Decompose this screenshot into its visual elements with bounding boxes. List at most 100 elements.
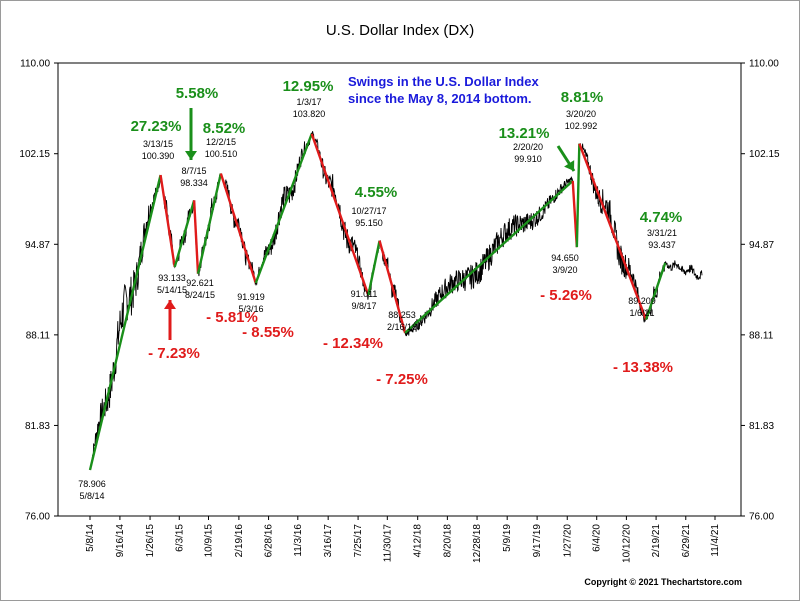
x-tick-label: 2/19/21 — [651, 524, 662, 558]
copyright: Copyright © 2021 Thechartstore.com — [584, 577, 742, 587]
x-tick-label: 7/25/17 — [353, 524, 364, 558]
swing-line-up — [88, 174, 162, 471]
x-tick-label: 8/20/18 — [442, 524, 453, 558]
x-tick-label: 11/4/21 — [710, 524, 721, 557]
x-tick-label: 4/12/18 — [413, 524, 424, 558]
pivot-label-line1: 91.919 — [237, 292, 265, 302]
pivot-label-line2: 103.820 — [293, 109, 326, 119]
x-tick-label: 1/27/20 — [562, 524, 573, 558]
x-tick-label: 10/9/15 — [204, 524, 215, 558]
pivot-label-line1: 3/20/20 — [566, 109, 596, 119]
x-tick-label: 1/26/15 — [145, 524, 156, 558]
swing-percent-down: - 7.25% — [376, 371, 428, 388]
swing-line-up — [367, 240, 381, 296]
y-tick-label-left: 94.87 — [25, 240, 50, 251]
y-tick-label-left: 76.00 — [25, 512, 50, 523]
x-tick-label: 6/3/15 — [174, 524, 185, 552]
swing-line-up — [404, 179, 574, 334]
pivot-label-line2: 93.437 — [648, 240, 676, 250]
pivot-label-line1: 92.621 — [186, 278, 214, 288]
y-tick-label-right: 94.87 — [749, 240, 774, 251]
pivot-label-line2: 8/24/15 — [185, 290, 215, 300]
pivot-label-line2: 100.390 — [142, 151, 175, 161]
swing-percent-down: - 5.26% — [540, 287, 592, 304]
swing-percent-up: 27.23% — [131, 118, 182, 135]
swing-percent-up: 5.58% — [176, 85, 219, 102]
swing-percent-down: - 13.38% — [613, 359, 673, 376]
pivot-label-line2: 5/8/14 — [79, 491, 104, 501]
pivot-label-line1: 10/27/17 — [351, 206, 386, 216]
pivot-label-line1: 91.011 — [351, 289, 378, 299]
pivot-label-line1: 93.133 — [158, 273, 186, 283]
pivot-label-line2: 5/14/15 — [157, 285, 187, 295]
pivot-label-line2: 2/16/18 — [387, 322, 417, 332]
swing-line-up — [173, 200, 196, 268]
x-tick-label: 12/28/18 — [472, 524, 483, 563]
pivot-label-line1: 1/3/17 — [296, 97, 321, 107]
x-tick-label: 6/28/16 — [264, 524, 275, 558]
swing-percent-up: 12.95% — [283, 78, 334, 95]
pivot-label-line1: 78.906 — [78, 479, 106, 489]
x-tick-label: 6/29/21 — [681, 524, 692, 558]
x-tick-label: 2/19/16 — [234, 524, 245, 558]
arrow-red-up-head — [164, 300, 176, 309]
pivot-label-line1: 3/13/15 — [143, 139, 173, 149]
chart-title: U.S. Dollar Index (DX) — [326, 22, 474, 39]
x-tick-label: 11/30/17 — [382, 524, 393, 563]
y-tick-label-left: 110.00 — [20, 59, 50, 70]
swing-line-down — [219, 173, 257, 284]
pivot-label-line1: 2/20/20 — [513, 142, 543, 152]
pivot-label-line2: 9/8/17 — [351, 301, 376, 311]
pivot-label-line1: 94.650 — [551, 253, 579, 263]
pivot-label-line2: 95.150 — [355, 218, 383, 228]
x-tick-label: 11/3/16 — [293, 524, 304, 557]
pivot-label-line2: 100.510 — [205, 149, 238, 159]
pivot-label-line1: 3/31/21 — [647, 228, 677, 238]
y-tick-label-right: 88.11 — [749, 330, 774, 341]
swing-line-down — [159, 174, 176, 268]
axes: 110.00 110.00 102.15 102.15 94.87 94.87 88.11 8… — [19, 59, 780, 563]
swing-percent-up: 4.55% — [355, 184, 398, 201]
x-tick-label: 9/16/14 — [115, 524, 126, 558]
swing-percent-down: - 12.34% — [323, 335, 383, 352]
swing-line-down — [192, 200, 200, 274]
arrow-green-down-head — [185, 151, 197, 160]
note-line-2: since the May 8, 2014 bottom. — [348, 91, 532, 106]
x-tick-label: 10/12/20 — [621, 524, 632, 563]
swing-line-down — [310, 133, 370, 296]
swing-line-down — [578, 143, 648, 321]
note-line-1: Swings in the U.S. Dollar Index — [348, 74, 539, 89]
y-tick-label-right: 110.00 — [749, 59, 779, 70]
pivot-label-line2: 102.992 — [565, 121, 598, 131]
x-tick-label: 9/17/19 — [532, 524, 543, 558]
pivot-label-line2: 3/9/20 — [552, 265, 577, 275]
swing-line-up — [196, 173, 223, 274]
pivot-label-line2: 99.910 — [514, 154, 542, 164]
x-tick-label: 6/4/20 — [592, 524, 603, 552]
swing-line-up — [644, 262, 667, 321]
pivot-label-line1: 12/2/15 — [206, 137, 236, 147]
swing-percent-up: 4.74% — [640, 209, 683, 226]
swing-line-up — [575, 143, 581, 248]
y-tick-label-right: 102.15 — [749, 149, 780, 160]
x-tick-label: 5/9/19 — [502, 524, 513, 552]
y-tick-label-right: 76.00 — [749, 512, 774, 523]
x-tick-label: 3/16/17 — [323, 524, 334, 558]
swing-percent-down: - 7.23% — [148, 345, 200, 362]
swing-percent-up: 13.21% — [499, 125, 550, 142]
y-tick-label-left: 81.83 — [25, 421, 50, 432]
swing-percent-up: 8.52% — [203, 120, 246, 137]
pivot-label-line1: 8/7/15 — [181, 166, 206, 176]
swing-percent-down: - 5.81% — [206, 309, 258, 326]
x-tick-label: 5/8/14 — [85, 524, 96, 552]
arrow-green-diag-head — [564, 160, 575, 171]
y-tick-label-right: 81.83 — [749, 421, 774, 432]
swing-percent-down: - 8.55% — [242, 324, 294, 341]
pivot-label-line2: 1/6/21 — [629, 308, 654, 318]
pivot-label-line2: 98.334 — [180, 178, 208, 188]
swing-line-down — [378, 240, 407, 334]
plot-area — [57, 62, 742, 517]
swing-lines — [88, 133, 667, 471]
y-tick-label-left: 102.15 — [19, 149, 50, 160]
